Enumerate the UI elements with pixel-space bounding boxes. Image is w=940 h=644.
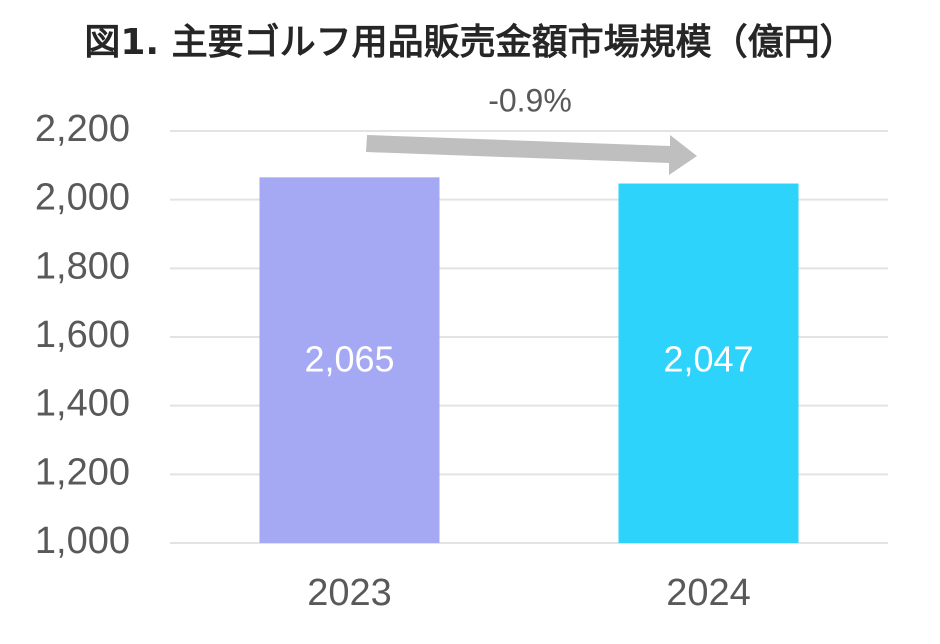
value-label: 2,047 xyxy=(663,339,753,380)
chart-title: 図1. 主要ゴルフ用品販売金額市場規模（億円） xyxy=(84,21,855,63)
y-tick-label: 1,000 xyxy=(35,520,130,562)
y-tick-label: 2,000 xyxy=(35,177,130,219)
bar xyxy=(259,177,440,543)
x-tick-label: 2023 xyxy=(307,572,392,614)
y-tick-label: 1,400 xyxy=(35,383,130,425)
value-label: 2,065 xyxy=(304,339,394,380)
bars: 2023 2,065 2024 2,047 xyxy=(259,177,799,614)
change-annotation: -0.9% xyxy=(488,82,572,118)
y-tick-label: 2,200 xyxy=(35,108,130,150)
change-arrow xyxy=(366,135,697,175)
y-tick-label: 1,200 xyxy=(35,451,130,493)
y-tick-label: 1,800 xyxy=(35,245,130,287)
bar xyxy=(618,183,799,543)
y-tick-label: 1,600 xyxy=(35,314,130,356)
x-tick-label: 2024 xyxy=(666,572,751,614)
